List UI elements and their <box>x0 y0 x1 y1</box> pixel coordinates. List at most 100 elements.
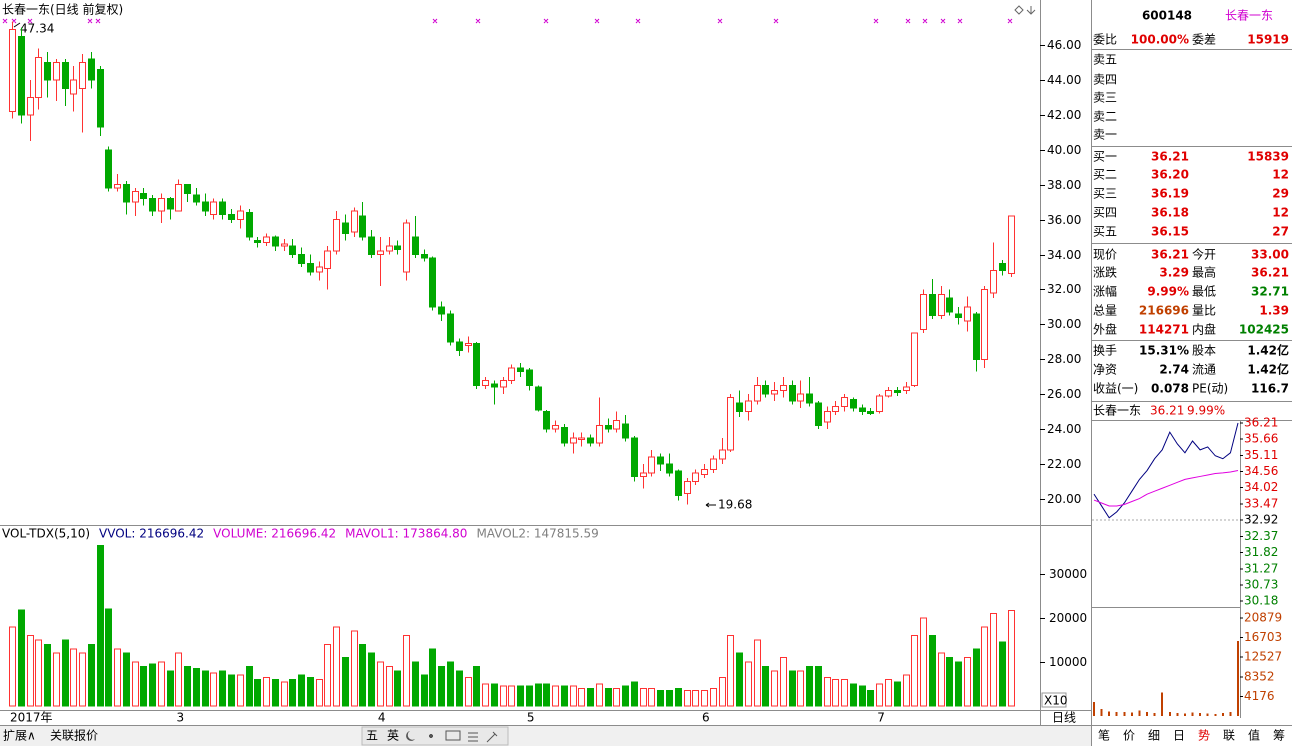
indicator-label: MAVOL1: 173864.80 <box>345 527 467 541</box>
volume-bar <box>797 670 804 707</box>
moon-icon[interactable] <box>406 731 415 741</box>
quote-value: 36.21 <box>1151 150 1189 164</box>
volume-bar <box>307 676 314 707</box>
candle-body <box>596 425 603 444</box>
volume-bar <box>202 670 209 707</box>
candle-body <box>447 313 454 343</box>
volume-bar <box>324 643 331 707</box>
volume-bar <box>587 687 594 707</box>
down-icon <box>1026 6 1036 15</box>
quote-value: 1.39 <box>1259 304 1289 318</box>
volume-bar <box>946 657 953 707</box>
candle-body <box>797 393 804 402</box>
volume-bar <box>53 652 60 707</box>
candle-body <box>132 191 139 203</box>
intraday-volume <box>1161 692 1164 716</box>
quote-value: 12 <box>1272 168 1289 182</box>
mini-change: 9.99% <box>1187 404 1225 418</box>
candle-body <box>850 398 857 409</box>
volume-bar <box>456 670 463 707</box>
volume-bar <box>342 657 349 707</box>
tab[interactable]: 细 <box>1148 729 1160 743</box>
indicator-label: VOLUME: 216696.42 <box>213 527 336 541</box>
volume-unit: X10 <box>1044 694 1068 708</box>
intraday-volume <box>1123 711 1126 716</box>
y-tick-label: 32.92 <box>1244 513 1278 527</box>
candle-body <box>386 245 393 252</box>
expand-button[interactable]: 扩展∧ <box>3 729 36 743</box>
tab[interactable]: 值 <box>1248 728 1260 743</box>
y-tick-label: 8352 <box>1244 669 1275 683</box>
tab[interactable]: 势 <box>1198 729 1210 743</box>
toolbar <box>361 726 509 746</box>
volume-bar <box>289 679 296 707</box>
quote-value: 36.21 <box>1151 248 1189 262</box>
quote-value: 15839 <box>1247 150 1289 164</box>
volume-bar <box>421 674 428 707</box>
candle-body <box>938 294 945 317</box>
mini-name: 长春一东 <box>1093 404 1141 418</box>
keyboard-icon[interactable] <box>445 730 461 741</box>
quote-value: 36.20 <box>1151 168 1189 182</box>
indicator-label: MAVOL2: 147815.59 <box>476 527 598 541</box>
volume-bar <box>517 685 524 707</box>
candle-body <box>657 456 664 465</box>
quote-label: 股本 <box>1192 344 1216 358</box>
volume-bar <box>543 683 550 707</box>
candle-body <box>228 213 235 221</box>
quote-label: 现价 <box>1093 248 1117 262</box>
mini-price: 36.21 <box>1150 404 1184 418</box>
quote-label: 总量 <box>1093 304 1117 318</box>
quote-value: 3.29 <box>1159 266 1189 280</box>
volume-bar <box>403 635 410 707</box>
volume-bar <box>246 665 253 707</box>
period-label: 日线 <box>1052 711 1076 725</box>
candle-body <box>955 313 962 318</box>
volume-bar <box>640 687 647 707</box>
candle-body <box>53 62 60 81</box>
intraday-volume <box>1115 712 1118 716</box>
y-tick-label: 22.00 <box>1047 457 1081 471</box>
quote-label: 最高 <box>1192 265 1216 280</box>
y-tick-label: 4176 <box>1244 689 1275 703</box>
candle-body <box>175 184 182 212</box>
tab[interactable]: 筹 <box>1273 729 1285 743</box>
candle-body <box>876 395 883 413</box>
toolbar-button[interactable]: 英 <box>387 729 399 743</box>
volume-bar <box>175 652 182 707</box>
list-icon[interactable] <box>468 732 478 742</box>
candle-body <box>456 341 463 352</box>
tab[interactable]: 笔 <box>1098 728 1110 743</box>
intraday-volume <box>1100 708 1103 716</box>
candle-body <box>640 472 647 477</box>
toolbar-button[interactable]: 五 <box>366 729 378 743</box>
tool-icon[interactable] <box>486 731 498 743</box>
quote-value: 9.99% <box>1147 285 1189 299</box>
quote-value: 12 <box>1272 206 1289 220</box>
quote-value: 36.15 <box>1151 225 1189 239</box>
volume-bar <box>648 687 655 707</box>
volume-bar <box>771 670 778 707</box>
related-button[interactable]: 关联报价 <box>50 728 98 743</box>
y-tick-label: 34.56 <box>1244 464 1278 478</box>
tab[interactable]: 价 <box>1123 729 1135 743</box>
y-tick-label: 31.27 <box>1244 561 1278 575</box>
candle-body <box>412 236 419 256</box>
volume-bar <box>815 665 822 707</box>
quote-label: 内盘 <box>1192 322 1216 337</box>
dot-icon[interactable] <box>429 734 433 738</box>
quote-label: 卖一 <box>1093 128 1117 142</box>
intraday-volume <box>1138 710 1141 716</box>
quote-label: 买一 <box>1093 150 1117 164</box>
tab[interactable]: 日 <box>1173 729 1185 743</box>
volume-bar <box>990 613 997 707</box>
candle-body <box>70 79 77 95</box>
volume-bar <box>850 683 857 707</box>
intraday-volume <box>1130 712 1133 716</box>
tab[interactable]: 联 <box>1223 729 1235 743</box>
candle-body <box>149 198 156 212</box>
volume-bar <box>789 670 796 707</box>
volume-bar <box>491 683 498 707</box>
candle-body <box>421 254 428 259</box>
candle-body <box>281 243 288 247</box>
